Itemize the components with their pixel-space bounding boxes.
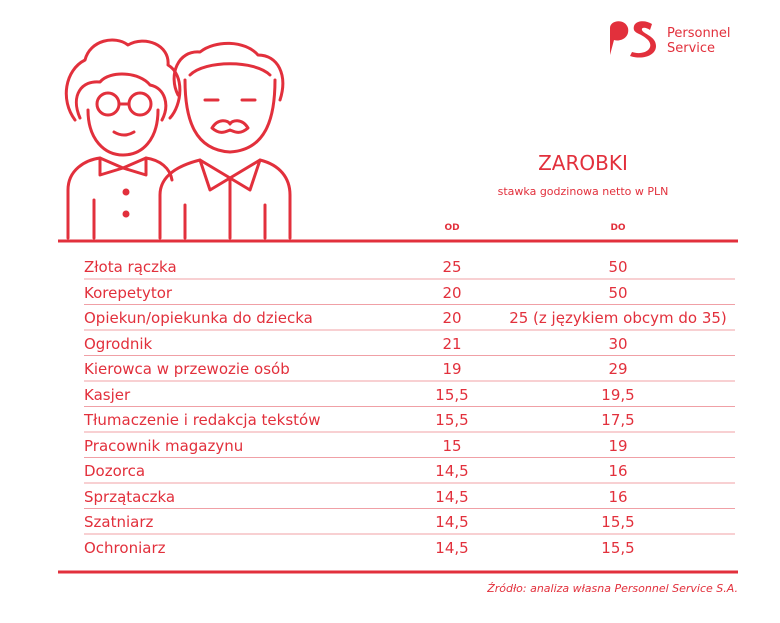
rate-cell: 19,5 — [601, 385, 635, 404]
logo-mark — [610, 21, 656, 58]
rate-cell: 19 — [608, 436, 628, 455]
row-label: Tłumaczenie i redakcja tekstów — [84, 411, 321, 429]
row-label: Złota rączka — [84, 258, 177, 276]
row-label: Kasjer — [84, 385, 131, 404]
rate-cell: 14,5 — [435, 462, 469, 480]
rate-cell: 30 — [608, 334, 628, 353]
logo-text: Service — [667, 41, 716, 56]
column-header: OD — [444, 223, 460, 233]
rate-cell: 14,5 — [435, 513, 469, 531]
column-header: DO — [610, 223, 626, 233]
title: ZAROBKI — [538, 151, 628, 175]
rate-cell: 20 — [442, 283, 462, 302]
elderly-couple-illustration — [64, 38, 292, 240]
rate-cell: 50 — [608, 283, 628, 302]
rate-cell: 20 — [442, 309, 462, 327]
rate-cell: 15,5 — [601, 513, 635, 531]
rate-cell: 15 — [442, 436, 462, 455]
rate-cell: 50 — [608, 258, 628, 276]
subtitle: stawka godzinowa netto w PLN — [497, 185, 669, 198]
rate-cell: 16 — [608, 487, 628, 506]
source-note: Źródło: analiza własna Personnel Service… — [487, 582, 738, 595]
row-label: Kierowca w przewozie osób — [84, 360, 290, 378]
row-label: Ochroniarz — [84, 538, 166, 557]
rate-cell: 29 — [608, 360, 628, 378]
row-label: Korepetytor — [84, 283, 173, 302]
rate-cell: 14,5 — [435, 487, 469, 506]
row-label: Opiekun/opiekunka do dziecka — [84, 309, 313, 327]
rate-cell: 19 — [442, 360, 462, 378]
rate-cell: 15,5 — [601, 538, 635, 557]
row-label: Ogrodnik — [84, 334, 153, 353]
row-label: Szatniarz — [84, 513, 154, 531]
rate-cell: 16 — [608, 462, 628, 480]
rate-cell: 17,5 — [601, 411, 635, 429]
rate-cell: 25 — [442, 258, 462, 276]
rate-cell: 14,5 — [435, 538, 469, 557]
logo-text: Personnel — [667, 26, 731, 41]
row-label: Sprzątaczka — [84, 487, 176, 506]
rate-cell: 15,5 — [435, 411, 469, 429]
rate-cell: 15,5 — [435, 385, 469, 404]
rate-cell: 21 — [442, 334, 462, 353]
rate-cell: 25 (z językiem obcym do 35) — [509, 309, 727, 327]
row-label: Pracownik magazynu — [84, 436, 244, 455]
row-label: Dozorca — [84, 462, 146, 480]
